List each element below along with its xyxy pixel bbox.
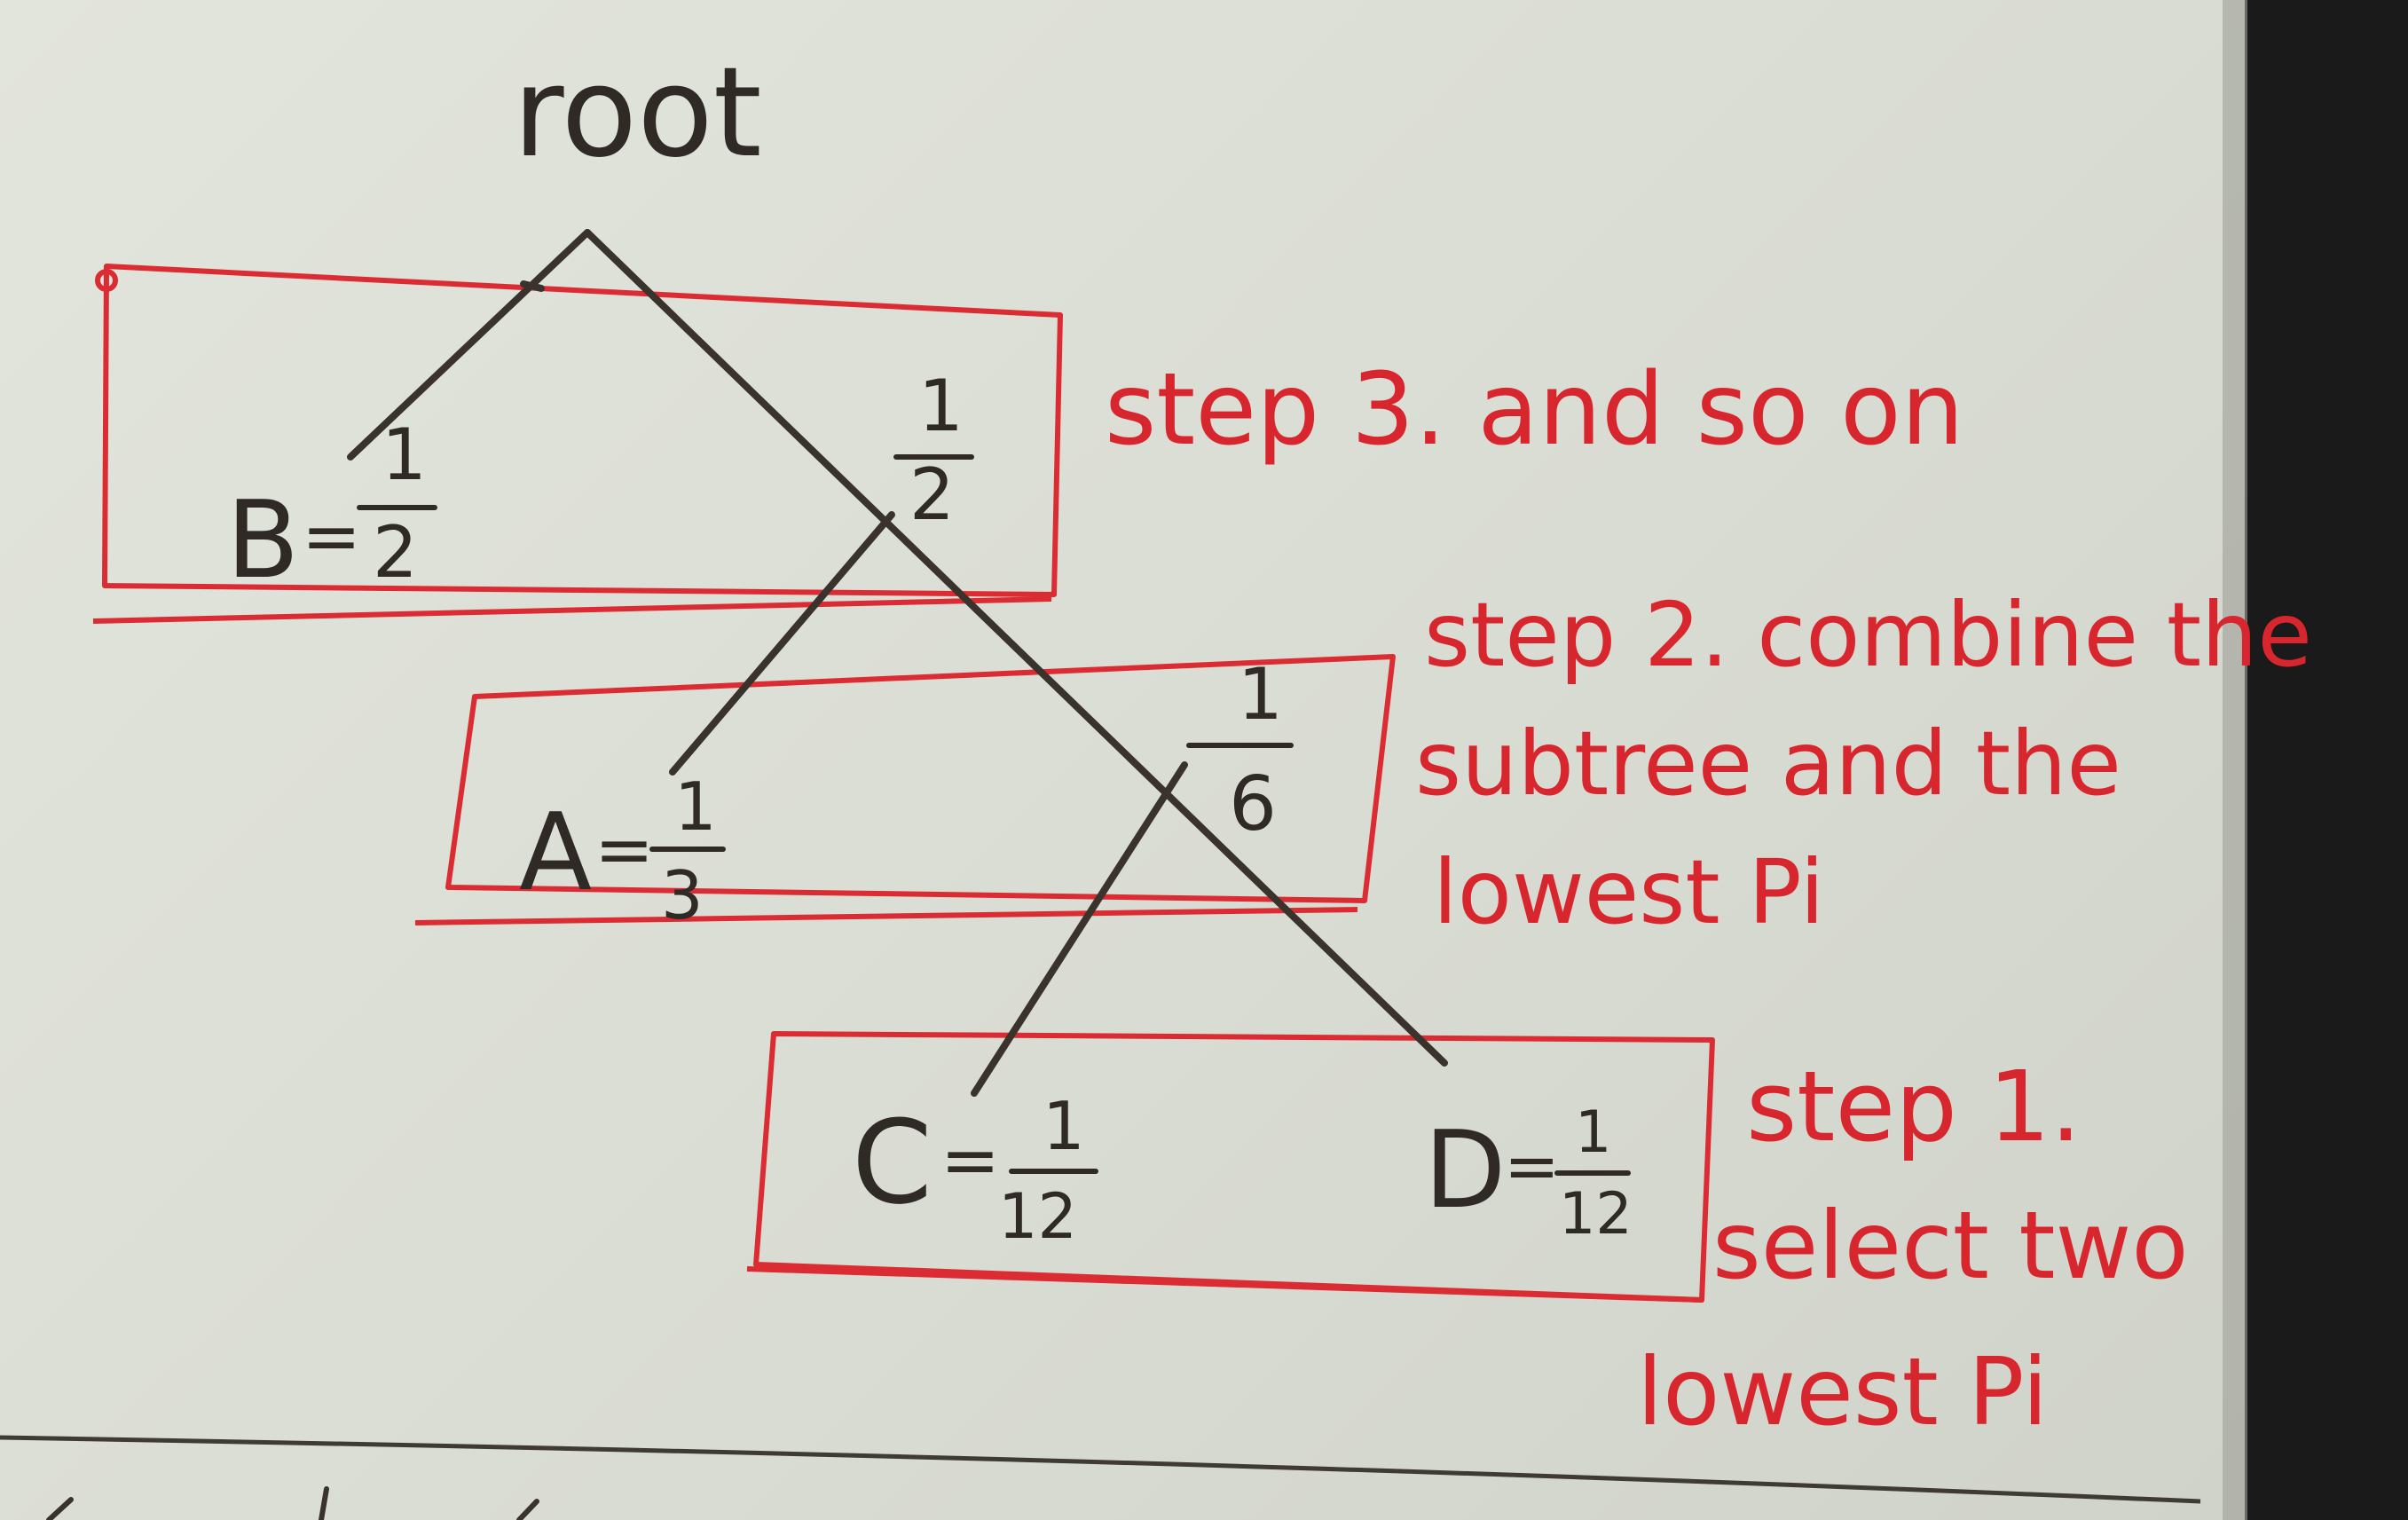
node-c-equals: =: [940, 1119, 1000, 1201]
step2-annotation-line2: subtree and the: [1415, 712, 2121, 815]
node-c-name: C: [852, 1095, 933, 1230]
step1-box: [746, 1031, 1715, 1303]
step3-annotation: step 3. and so on: [1105, 352, 1964, 468]
partial-stroke-right: [516, 1499, 539, 1520]
node-c-numerator: 1: [1043, 1087, 1085, 1165]
node-d: D = 1 12: [1424, 1099, 1633, 1248]
node-d-name: D: [1424, 1109, 1506, 1233]
node-b-name: B: [226, 479, 299, 602]
partial-stroke-mid: [319, 1486, 329, 1520]
subtree-half-numerator: 1: [918, 365, 964, 447]
step2-box: [414, 654, 1396, 925]
node-d-equals: =: [1504, 1127, 1560, 1205]
node-d-numerator: 1: [1575, 1099, 1611, 1166]
edge-root-b: [347, 229, 591, 461]
paper-shadow: [2223, 0, 2247, 1520]
page-rule-line: [0, 1435, 2201, 1504]
partial-stroke-left: [46, 1497, 74, 1520]
node-b-denominator: 2: [373, 511, 418, 594]
node-a-name: A: [519, 792, 592, 915]
step1-annotation-line3: lowest Pi: [1637, 1338, 2048, 1446]
node-subtree-half: 1 2: [893, 365, 974, 536]
node-b-numerator: 1: [382, 413, 427, 496]
node-a-denominator: 3: [661, 856, 704, 934]
node-a-numerator: 1: [674, 768, 717, 846]
edge-sixth-c: [971, 761, 1188, 1097]
subtree-sixth-numerator: 1: [1238, 653, 1283, 736]
step1-annotation-line2: select two: [1712, 1192, 2189, 1300]
node-a: A = 1 3: [519, 768, 726, 934]
root-label: root: [513, 41, 762, 185]
node-a-equals: =: [594, 808, 654, 891]
edge-half-a: [669, 511, 895, 776]
step3-box: [92, 264, 1063, 624]
step2-annotation-line1: step 2. combine the: [1424, 583, 2312, 687]
desk-edge: [2245, 0, 2408, 1520]
subtree-half-denominator: 2: [909, 453, 955, 536]
edge-root-d: [584, 229, 1448, 1067]
node-c-denominator: 12: [998, 1180, 1077, 1253]
node-subtree-sixth: 1 6: [1186, 653, 1294, 848]
node-d-denominator: 12: [1559, 1181, 1633, 1248]
edge-root-tick: [520, 280, 545, 292]
tree-edges: [347, 229, 1448, 1097]
step1-annotation-line1: step 1.: [1746, 1050, 2081, 1163]
step2-annotation-line3: lowest Pi: [1433, 840, 1824, 944]
node-b: B = 1 2: [226, 413, 437, 602]
node-c: C = 1 12: [852, 1087, 1098, 1253]
subtree-sixth-denominator: 6: [1229, 760, 1277, 848]
node-b-equals: =: [302, 495, 361, 578]
